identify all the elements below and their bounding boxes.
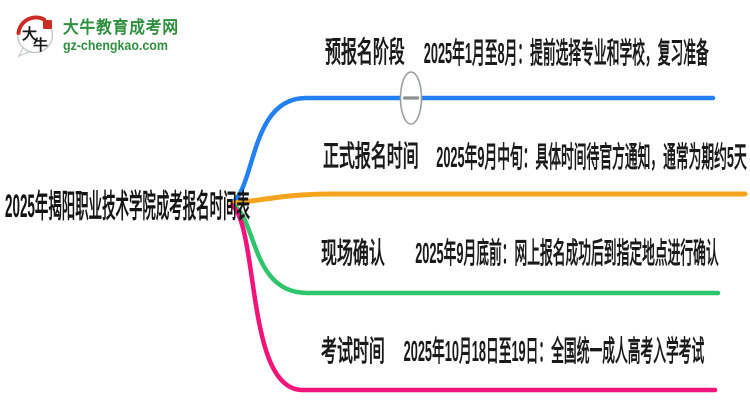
branch-detail-preregistration[interactable]: 2025年1月至8月：提前选择专业和学校，复习准备 [423, 38, 709, 70]
branch-label-onsite-confirmation[interactable]: 现场确认 [321, 238, 385, 270]
daniu-logo-icon: 大 牛 [16, 15, 54, 58]
logo-seal-stamp [43, 20, 52, 29]
branch-line-onsite-confirmation [230, 202, 721, 296]
site-logo[interactable]: 大 牛 大牛教育成考网 gz-chengkao.com [13, 12, 189, 58]
site-url: gz-chengkao.com [63, 37, 168, 53]
branch-label-official-registration[interactable]: 正式报名时间 [323, 141, 419, 173]
mindmap-root-title[interactable]: 2025年揭阳职业技术学院成考报名时间表 [5, 188, 250, 224]
logo-text-block: 大牛教育成考网 gz-chengkao.com [63, 18, 179, 54]
logo-red-arc [16, 15, 46, 35]
site-name: 大牛教育成考网 [63, 18, 179, 37]
branch-label-exam-time[interactable]: 考试时间 [321, 336, 385, 368]
branch-detail-official-registration[interactable]: 2025年9月中旬：具体时间待官方通知，通常为期约5天 [436, 142, 747, 174]
branch-detail-exam-time[interactable]: 2025年10月18日至19日：全国统一成人高考入学考试 [403, 336, 704, 368]
branch-line-exam-time [229, 202, 718, 393]
branch-line-preregistration [229, 95, 716, 206]
branch-label-preregistration[interactable]: 预报名阶段 [325, 37, 405, 69]
logo-char-da: 大 [22, 25, 37, 43]
collapse-toggle[interactable] [399, 71, 423, 125]
branch-detail-onsite-confirmation[interactable]: 2025年9月底前：网上报名成功后到指定地点进行确认 [415, 238, 719, 270]
logo-char-niu: 牛 [33, 36, 48, 54]
branch-line-official-registration [229, 191, 748, 206]
speech-bubble-tail [17, 47, 31, 58]
